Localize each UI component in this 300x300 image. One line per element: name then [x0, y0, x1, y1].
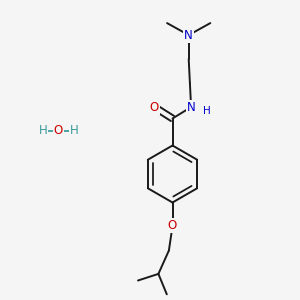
Text: O: O	[54, 124, 63, 137]
Text: O: O	[150, 100, 159, 114]
Text: H: H	[203, 106, 211, 116]
Text: N: N	[184, 28, 193, 42]
Text: H: H	[70, 124, 79, 137]
Text: O: O	[168, 219, 177, 232]
Text: N: N	[187, 100, 196, 114]
Text: H: H	[38, 124, 47, 137]
